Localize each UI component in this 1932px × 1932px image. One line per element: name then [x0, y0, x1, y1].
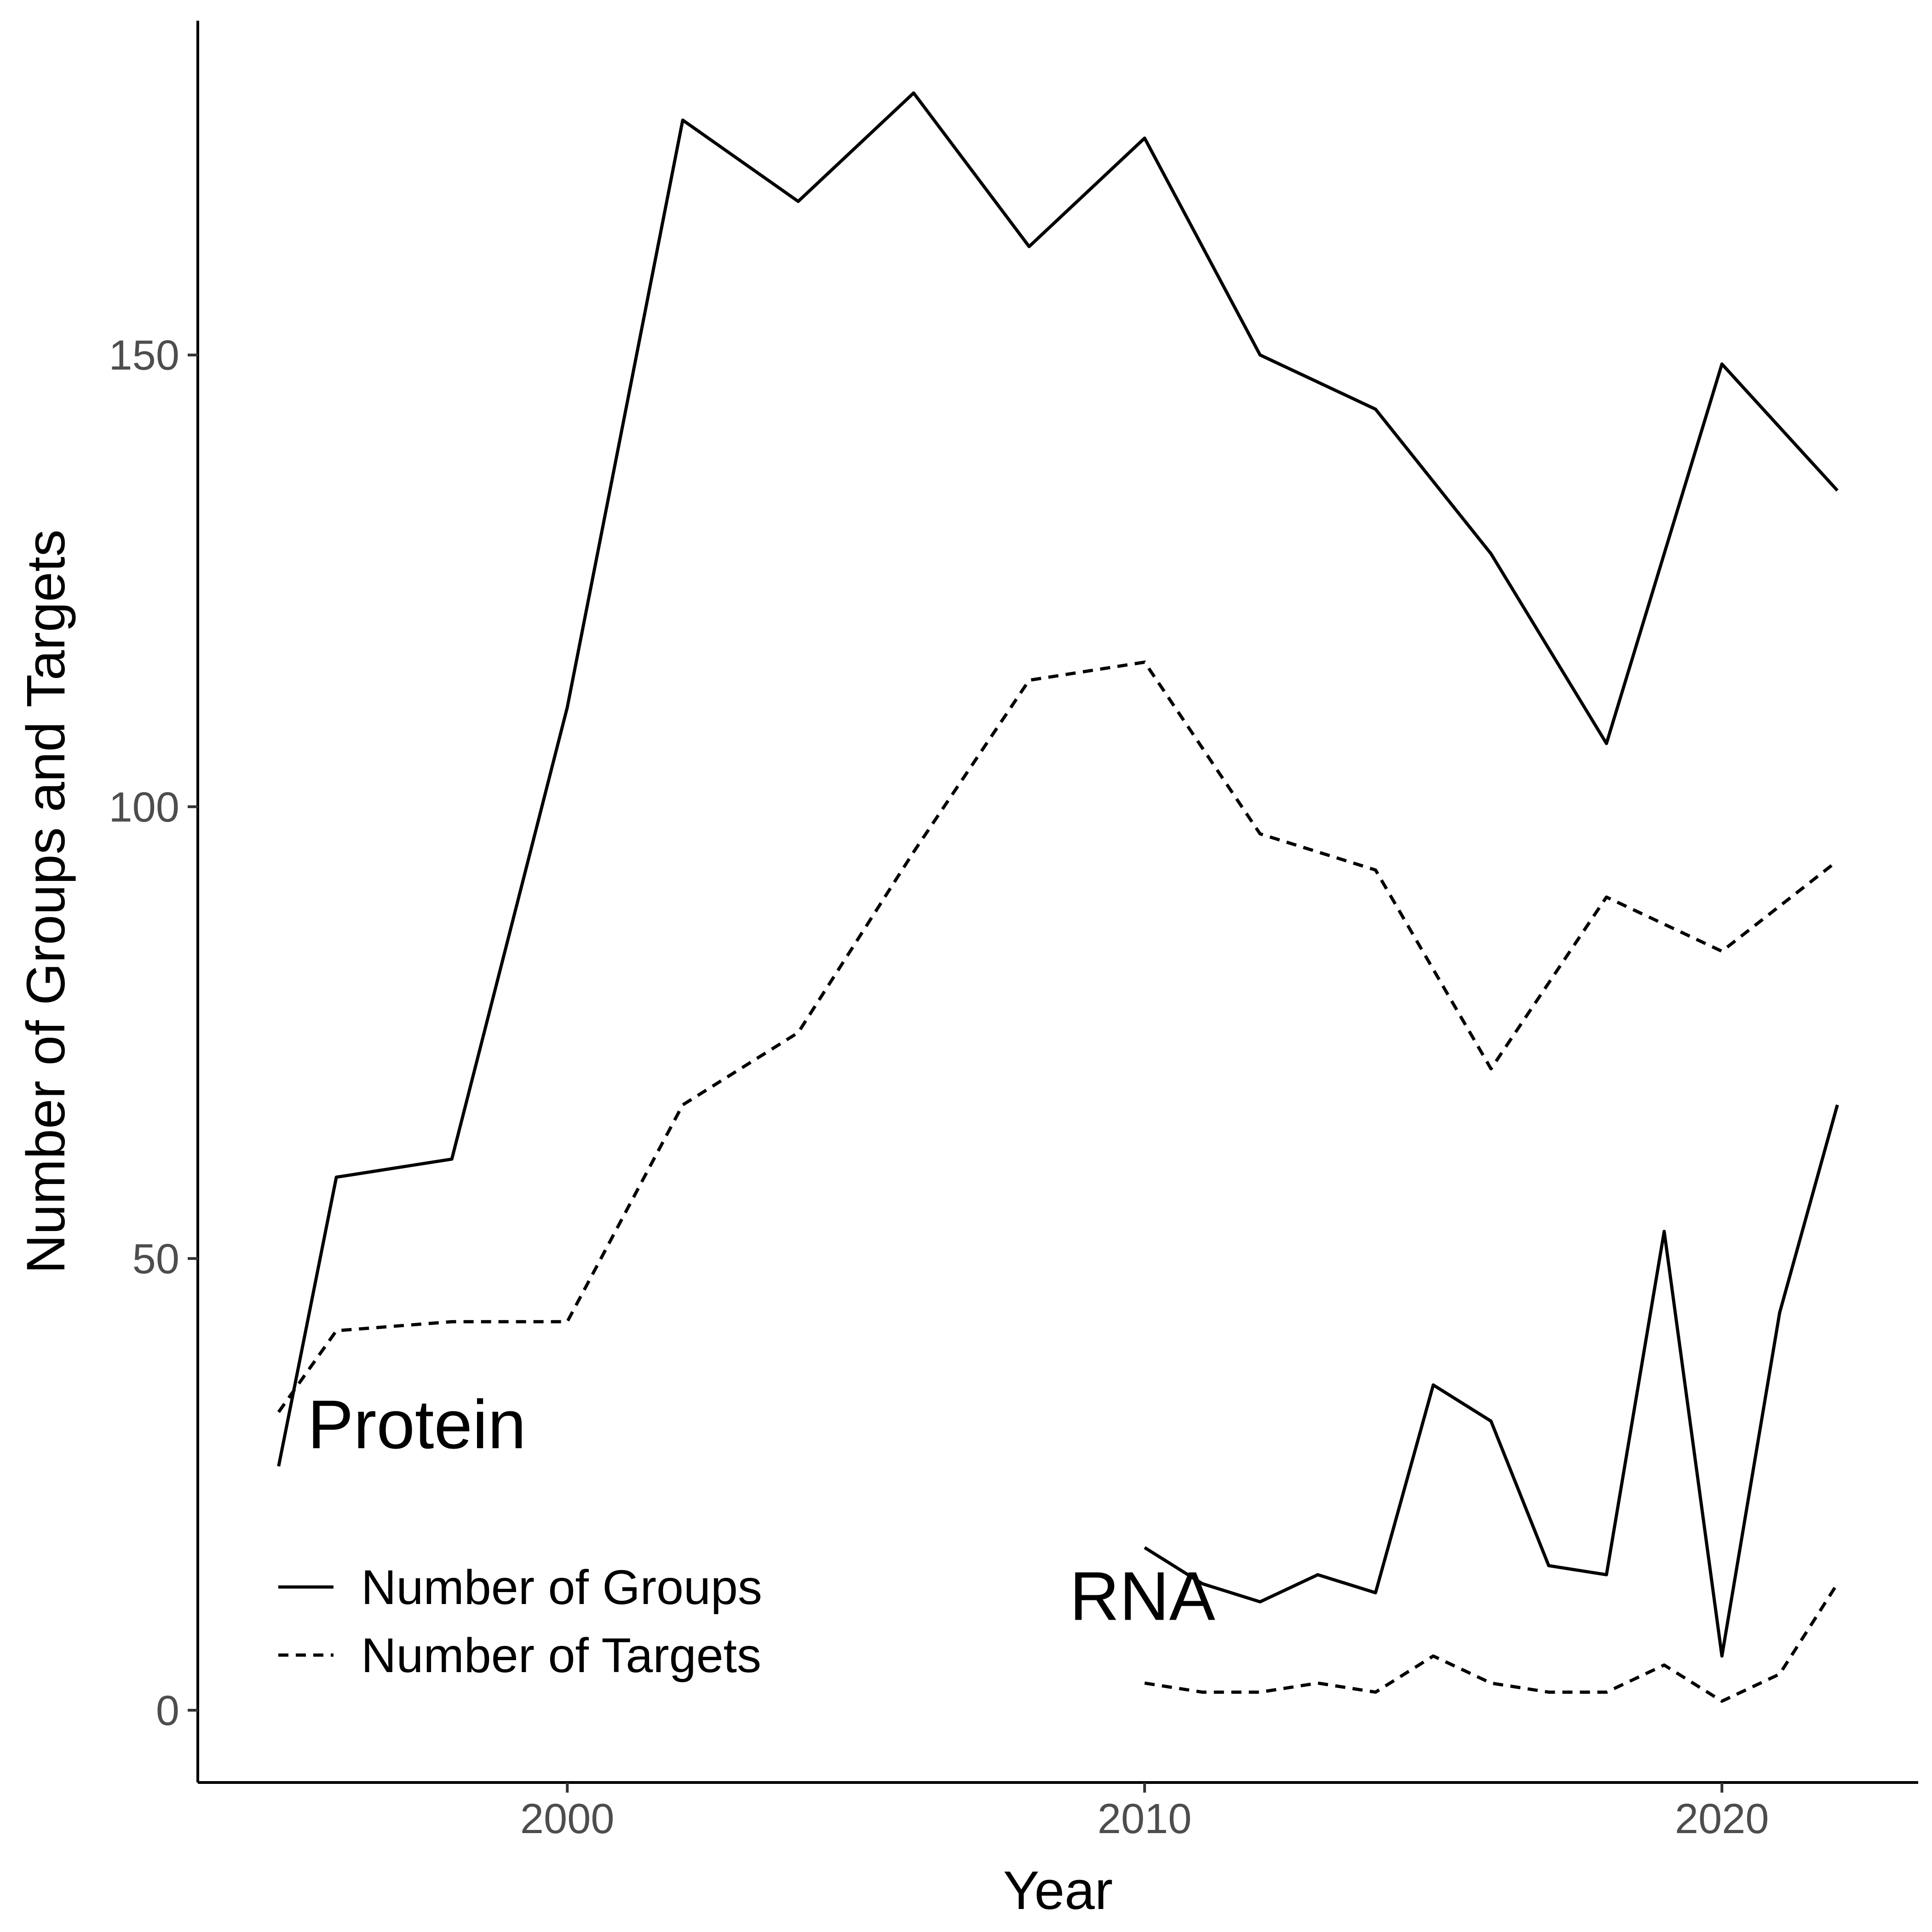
y-tick-label: 150 [109, 332, 180, 379]
annotation-rna: RNA [1070, 1557, 1215, 1634]
series-lines [277, 91, 1839, 1703]
series-line-rna-targets [1144, 1583, 1839, 1703]
series-line-rna-groups [1144, 1104, 1839, 1658]
axes [196, 21, 1918, 1784]
series-line-protein-targets [277, 661, 1839, 1413]
y-tick-label: 0 [156, 1687, 179, 1734]
legend-label: Number of Groups [361, 1560, 762, 1615]
series-line-protein-groups [277, 91, 1839, 1467]
legend: Number of Groups Number of Targets [278, 1560, 762, 1683]
y-axis-title: Number of Groups and Targets [16, 529, 76, 1274]
x-tick-label: 2000 [520, 1795, 615, 1842]
x-tick-label: 2010 [1098, 1795, 1192, 1842]
y-tick-label: 50 [132, 1236, 179, 1282]
legend-label: Number of Targets [361, 1628, 761, 1683]
x-tick-label: 2020 [1675, 1795, 1769, 1842]
x-axis-title: Year [1003, 1860, 1113, 1921]
axis-ticks: 2000 2010 2020 0 50 100 150 [109, 332, 1769, 1842]
annotations: Protein RNA [307, 1386, 1215, 1634]
y-tick-label: 100 [109, 784, 180, 831]
annotation-protein: Protein [307, 1386, 526, 1463]
